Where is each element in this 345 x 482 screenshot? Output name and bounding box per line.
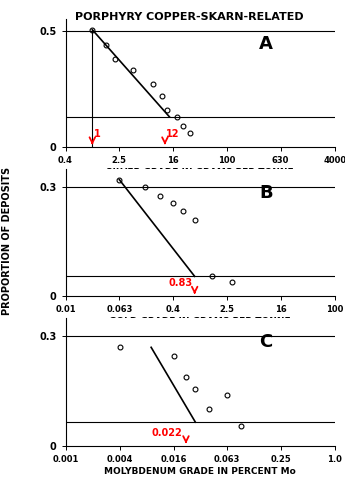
Text: PROPORTION OF DEPOSITS: PROPORTION OF DEPOSITS	[2, 167, 12, 315]
Text: B: B	[259, 184, 273, 202]
X-axis label: SILVER GRADE IN GRAMS PER TONNE: SILVER GRADE IN GRAMS PER TONNE	[106, 168, 294, 177]
Text: 0.83: 0.83	[168, 278, 192, 288]
X-axis label: GOLD GRADE IN GRAMS PER TONNE: GOLD GRADE IN GRAMS PER TONNE	[109, 317, 291, 326]
Text: 0.022: 0.022	[152, 428, 183, 438]
Text: 12: 12	[166, 129, 180, 139]
X-axis label: MOLYBDENUM GRADE IN PERCENT Mo: MOLYBDENUM GRADE IN PERCENT Mo	[104, 467, 296, 476]
Text: A: A	[259, 35, 273, 53]
Text: C: C	[259, 334, 273, 351]
Text: PORPHYRY COPPER-SKARN-RELATED: PORPHYRY COPPER-SKARN-RELATED	[76, 12, 304, 22]
Text: 1: 1	[94, 129, 100, 139]
